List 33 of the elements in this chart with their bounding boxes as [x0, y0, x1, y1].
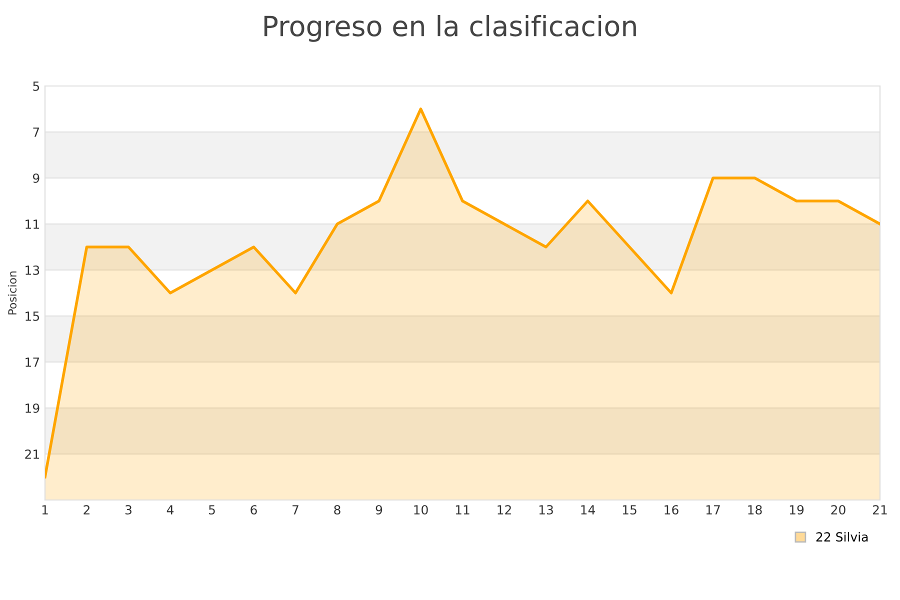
y-tick-label: 5 [33, 82, 40, 91]
x-tick-label: 3 [125, 505, 132, 515]
x-tick-label: 19 [790, 505, 804, 515]
x-tick-label: 5 [208, 505, 215, 515]
x-tick-label: 8 [334, 505, 340, 515]
x-tick-label: 18 [748, 505, 762, 515]
x-tick-label: 9 [376, 505, 382, 515]
y-tick-label: 15 [26, 312, 40, 321]
x-tick-label: 11 [456, 505, 470, 514]
x-tick-label: 6 [250, 505, 257, 515]
x-tick-label: 12 [498, 505, 511, 514]
legend-label: 22 Silvia [816, 532, 868, 542]
y-tick-label: 9 [32, 173, 40, 183]
x-tick-label: 17 [706, 505, 720, 514]
x-tick-label: 20 [831, 505, 846, 515]
y-tick-label: 21 [25, 449, 39, 459]
y-tick-label: 13 [26, 265, 40, 275]
chart-title: Progreso en la clasificacion [264, 15, 636, 42]
y-tick-label: 19 [26, 403, 40, 413]
y-axis-title: Posicion [8, 271, 17, 314]
x-tick-label: 15 [622, 505, 636, 515]
x-tick-label: 10 [414, 505, 428, 515]
x-tick-label: 21 [872, 505, 887, 514]
x-tick-label: 4 [166, 505, 174, 514]
y-tick-label: 11 [26, 220, 39, 229]
x-tick-label: 14 [581, 505, 595, 514]
x-tick-label: 1 [42, 505, 48, 514]
x-tick-label: 7 [292, 505, 298, 514]
y-tick-label: 7 [33, 128, 40, 137]
x-tick-label: 2 [84, 505, 90, 514]
y-tick-label: 17 [26, 358, 40, 367]
x-tick-label: 16 [664, 505, 678, 515]
x-tick-label: 13 [539, 505, 553, 515]
